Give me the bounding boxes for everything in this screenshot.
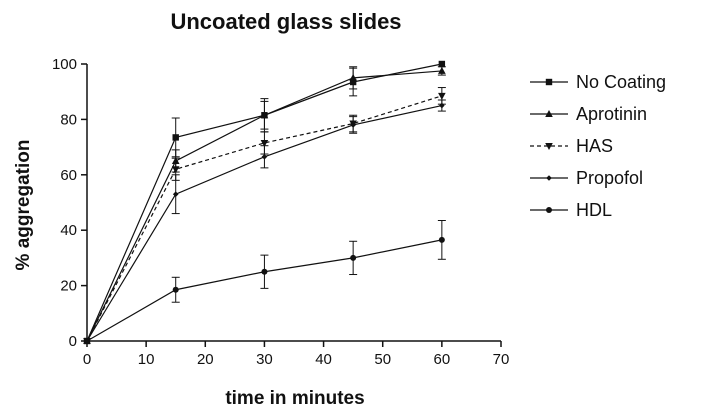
legend-label: No Coating bbox=[576, 72, 666, 92]
data-point-hdl bbox=[438, 236, 445, 243]
legend: No Coating Aprotinin HAS Propofol HDL bbox=[530, 72, 666, 220]
data-point-aprotinin bbox=[438, 66, 446, 74]
x-tick-label: 50 bbox=[374, 351, 391, 368]
legend-label: HAS bbox=[576, 136, 613, 156]
data-point-aprotinin bbox=[260, 111, 269, 119]
y-tick-label: 80 bbox=[60, 111, 77, 128]
data-point-propofol bbox=[172, 191, 179, 197]
y-tick-label: 0 bbox=[69, 333, 77, 350]
x-tick-label: 20 bbox=[197, 351, 214, 368]
y-tick-label: 20 bbox=[60, 278, 77, 295]
x-tick-label: 60 bbox=[434, 351, 451, 368]
legend-item-hdl: HDL bbox=[530, 200, 612, 220]
x-tick-label: 40 bbox=[315, 351, 332, 368]
series-aprotinin bbox=[83, 66, 446, 344]
legend-marker bbox=[545, 110, 553, 117]
data-point-has bbox=[260, 139, 269, 147]
x-tick-label: 10 bbox=[138, 351, 155, 368]
data-point-hdl bbox=[261, 268, 268, 275]
x-tick-label: 30 bbox=[256, 351, 273, 368]
y-tick-label: 100 bbox=[52, 56, 77, 73]
x-tick-label: 70 bbox=[493, 351, 510, 368]
y-tick-label: 60 bbox=[60, 167, 77, 184]
legend-marker bbox=[545, 143, 553, 150]
series-hdl bbox=[84, 220, 446, 344]
data-point-no-coating bbox=[172, 134, 179, 141]
series-line-has bbox=[86, 95, 443, 342]
legend-marker bbox=[546, 207, 552, 213]
data-point-propofol bbox=[261, 153, 268, 160]
chart-title: Uncoated glass slides bbox=[170, 9, 401, 34]
data-point-hdl bbox=[84, 338, 90, 344]
data-point-hdl bbox=[350, 254, 357, 261]
y-tick-label: 40 bbox=[60, 222, 77, 239]
legend-item-propofol: Propofol bbox=[530, 168, 643, 188]
legend-label: Aprotinin bbox=[576, 104, 647, 124]
data-point-propofol bbox=[439, 102, 445, 109]
legend-label: HDL bbox=[576, 200, 612, 220]
x-tick-label: 0 bbox=[83, 351, 91, 368]
data-point-has bbox=[171, 166, 180, 174]
legend-label: Propofol bbox=[576, 168, 643, 188]
data-point-has bbox=[438, 92, 446, 100]
plot-area bbox=[83, 60, 446, 345]
legend-item-aprotinin: Aprotinin bbox=[530, 104, 647, 124]
data-point-aprotinin bbox=[349, 73, 357, 81]
data-point-hdl bbox=[172, 286, 179, 293]
legend-marker bbox=[546, 175, 552, 181]
data-point-propofol bbox=[350, 122, 356, 128]
data-point-no-coating bbox=[438, 60, 446, 68]
legend-marker bbox=[545, 78, 553, 86]
series-has bbox=[83, 87, 446, 345]
legend-item-has: HAS bbox=[530, 136, 613, 156]
x-axis-label: time in minutes bbox=[225, 388, 364, 409]
legend-item-no-coating: No Coating bbox=[530, 72, 666, 92]
y-axis-label: % aggregation bbox=[13, 140, 34, 271]
